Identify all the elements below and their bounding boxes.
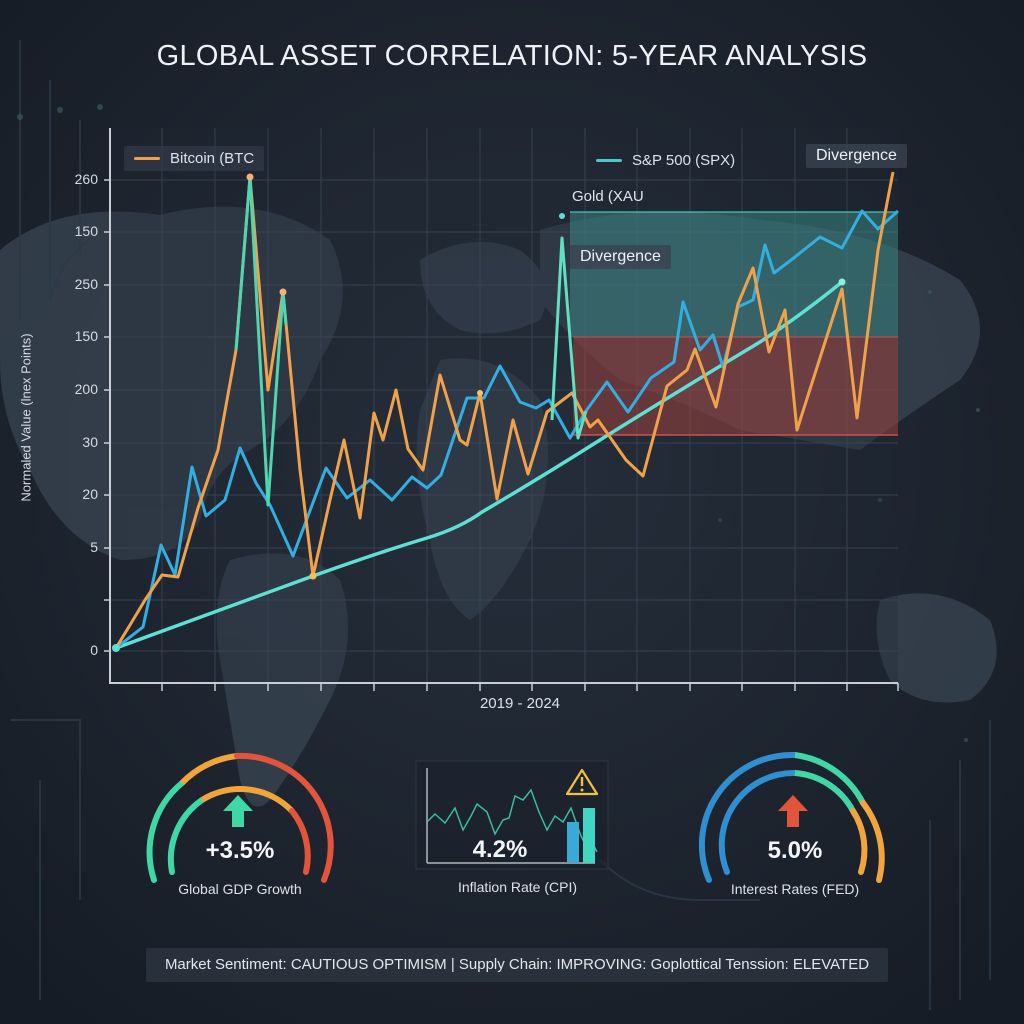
legend-item-gold[interactable]: Gold (XAU — [572, 188, 644, 205]
divergence-zone-red — [573, 337, 898, 435]
y-tick: 20 — [82, 486, 98, 502]
chart-title: GLOBAL ASSET CORRELATION: 5-YEAR ANALYSI… — [156, 40, 868, 72]
grid-lines — [110, 128, 898, 683]
gdp-gauge-icon — [146, 752, 334, 883]
y-axis-ticks — [104, 179, 110, 652]
up-arrow-icon — [223, 795, 253, 827]
axes — [109, 128, 898, 684]
y-tick: 250 — [74, 276, 98, 292]
annotation-divergence-zone: Divergence — [570, 245, 671, 269]
btc-swatch-icon — [134, 157, 160, 160]
up-arrow-icon — [778, 795, 808, 827]
market-status-bar: Market Sentiment: CAUTIOUS OPTIMISM | Su… — [146, 948, 888, 982]
y-tick: 260 — [74, 171, 98, 187]
warning-icon — [565, 768, 599, 796]
gdp-value: +3.5% — [205, 837, 275, 864]
legend-label: Bitcoin (BTC — [170, 150, 255, 167]
y-axis-label: Normaled Value (lnex Points) — [18, 333, 34, 502]
gdp-label: Global GDP Growth — [178, 881, 302, 897]
legend-item-spx[interactable]: S&P 500 (SPX) — [586, 148, 745, 173]
series-spike-green — [234, 175, 288, 507]
y-tick: 150 — [74, 223, 98, 239]
fed-value: 5.0% — [767, 837, 823, 864]
y-tick: 5 — [90, 539, 98, 555]
gdp-gauge-widget: +3.5% Global GDP Growth — [140, 745, 340, 905]
annotation-divergence-top: Divergence — [806, 144, 907, 168]
fed-gauge-icon — [698, 751, 885, 883]
y-tick: 150 — [74, 328, 98, 344]
cpi-bar-previous — [567, 822, 579, 863]
y-tick: 30 — [82, 434, 98, 450]
fed-label: Interest Rates (FED) — [730, 881, 860, 897]
plot-area — [110, 128, 898, 683]
legend-label: S&P 500 (SPX) — [632, 152, 736, 169]
x-axis-ticks — [161, 683, 899, 691]
y-tick: 0 — [90, 642, 98, 658]
cpi-bar-current — [583, 808, 595, 863]
y-tick: 200 — [74, 381, 98, 397]
series-spx — [115, 209, 900, 650]
cpi-value: 4.2% — [472, 836, 528, 863]
x-axis-label: 2019 - 2024 — [479, 695, 561, 712]
cpi-widget: 4.2% Inflation Rate (CPI) — [415, 760, 610, 910]
legend-item-btc[interactable]: Bitcoin (BTC — [124, 146, 265, 171]
data-markers — [112, 173, 846, 652]
cpi-sparkline — [415, 760, 609, 870]
series-spike-green-2 — [550, 236, 588, 440]
fed-gauge-widget: 5.0% Interest Rates (FED) — [695, 745, 895, 905]
spx-swatch-icon — [596, 159, 622, 162]
cpi-label: Inflation Rate (CPI) — [457, 879, 578, 895]
